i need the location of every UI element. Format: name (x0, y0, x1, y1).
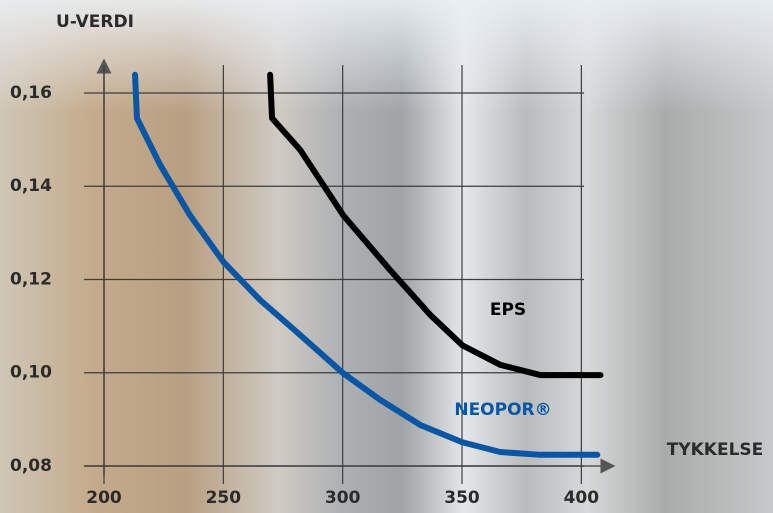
y-tick-label: 0,16 (10, 83, 52, 103)
x-tick-label: 200 (86, 488, 122, 508)
series-line (135, 75, 597, 455)
y-tick-label: 0,08 (10, 456, 52, 476)
y-tick-label: 0,10 (10, 363, 52, 383)
page: {"chart_data": {"type": "line", "y_label… (0, 0, 773, 513)
y-axis-label: U-VERDI (56, 12, 134, 32)
y-tick-label: 0,14 (10, 176, 52, 196)
x-tick-label: 400 (564, 488, 600, 508)
y-tick-label: 0,12 (10, 269, 52, 289)
x-tick-label: 300 (325, 488, 361, 508)
x-axis-label: TYKKELSE (667, 440, 764, 460)
chart: U-VERDI TYKKELSE 0,08 0,10 0,12 0,14 0,16 200… (0, 0, 773, 513)
series-line (270, 75, 600, 375)
x-tick-label: 250 (206, 488, 242, 508)
x-tick-label: 350 (444, 488, 480, 508)
series-label: EPS (490, 300, 526, 320)
series-label: NEOPOR® (454, 400, 551, 420)
